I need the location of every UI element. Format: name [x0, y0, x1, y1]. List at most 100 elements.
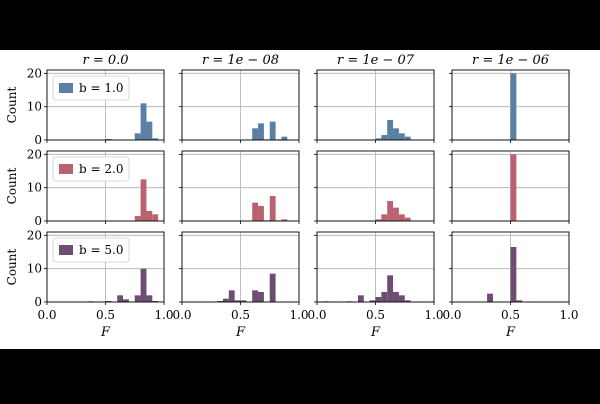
x-tick-label: 0.5 — [366, 308, 385, 322]
x-tick-label: 0.5 — [96, 308, 115, 322]
histogram-bar — [393, 207, 399, 221]
histogram-bar — [393, 292, 399, 302]
histogram-bar — [146, 295, 153, 302]
panel-r2-c0: 0 10 20 0.0 0.5 1.0 Count Fb = 5.0 — [5, 228, 174, 340]
legend-swatch — [59, 245, 73, 255]
panel-r2-c1: 0.0 0.5 1.0 F — [172, 231, 309, 340]
x-tick-label: 0.5 — [231, 308, 250, 322]
y-axis-label: Count — [5, 167, 19, 204]
histogram-bar — [393, 128, 399, 140]
panel-r1-c0: 0 10 20 Count b = 2.0 — [5, 147, 165, 228]
legend-swatch — [59, 164, 73, 174]
y-tick-label: 0 — [34, 295, 42, 309]
histogram-bar — [252, 202, 259, 221]
y-tick-label: 20 — [27, 147, 42, 161]
histogram-bar — [375, 297, 382, 302]
histogram-bar — [152, 214, 159, 221]
histogram-bar — [258, 123, 264, 140]
histogram-bar — [140, 179, 147, 221]
histogram-bar — [105, 301, 112, 302]
y-tick-label: 10 — [27, 100, 42, 114]
histogram-bar — [381, 135, 388, 140]
histogram-bar — [404, 300, 411, 302]
x-axis-label: F — [505, 325, 516, 340]
y-axis-label: Count — [5, 86, 19, 123]
histogram-bar — [381, 214, 388, 221]
x-tick-label: 1.0 — [154, 308, 173, 322]
histogram-bar — [228, 290, 235, 302]
histogram-bar — [269, 121, 276, 140]
histogram-bar — [375, 219, 382, 221]
histogram-bar — [404, 136, 411, 140]
legend-box — [52, 75, 130, 101]
histogram-bar — [510, 247, 517, 302]
histogram-bar — [146, 121, 153, 140]
histogram-bar — [404, 217, 411, 221]
histogram-bar — [105, 139, 112, 140]
histogram-bar — [387, 275, 394, 302]
y-axis-label: Count — [5, 248, 19, 285]
column-title: r = 0.0 — [82, 53, 128, 68]
histogram-bar — [269, 273, 276, 302]
x-tick-label: 0.5 — [501, 308, 520, 322]
histogram-bar — [117, 295, 124, 302]
histogram-bar — [387, 120, 394, 140]
histogram-bar — [387, 201, 394, 221]
y-tick-label: 0 — [34, 214, 42, 228]
histogram-bar — [375, 138, 382, 140]
histogram-bar — [234, 300, 241, 302]
x-axis-label: F — [235, 325, 246, 340]
histogram-bar — [134, 295, 141, 302]
column-title: r = 1e − 08 — [202, 53, 279, 68]
legend-box — [52, 156, 130, 182]
histogram-bar — [369, 300, 376, 302]
histogram-bar — [134, 216, 141, 221]
legend-label: b = 5.0 — [79, 243, 123, 257]
histogram-bar — [398, 133, 405, 140]
histogram-bar — [146, 211, 153, 221]
histogram-bar — [516, 300, 523, 302]
histogram-bar — [140, 103, 147, 140]
legend-label: b = 2.0 — [79, 162, 123, 176]
histogram-bar — [222, 298, 229, 302]
legend-swatch — [59, 83, 73, 93]
x-tick-label: 0.0 — [442, 308, 461, 322]
histogram-bar — [152, 138, 159, 140]
y-tick-label: 10 — [27, 181, 42, 195]
histogram-bar — [281, 136, 288, 140]
histogram-bar — [281, 219, 288, 221]
histogram-bar — [217, 301, 223, 302]
histogram-bar — [269, 196, 276, 221]
panel-r0-c3: r = 1e − 06 — [449, 53, 570, 143]
y-tick-label: 0 — [34, 133, 42, 147]
histogram-bar — [240, 300, 247, 302]
column-title: r = 1e − 06 — [472, 53, 549, 68]
histogram-bar — [381, 292, 388, 302]
y-tick-label: 10 — [27, 262, 42, 276]
panel-r2-c3: 0.0 0.5 1.0 F — [442, 231, 579, 340]
histogram-bar — [152, 301, 159, 302]
histogram-bar — [134, 133, 141, 140]
legend-label: b = 1.0 — [79, 81, 123, 95]
x-tick-label: 0.0 — [307, 308, 326, 322]
legend: b = 2.0 — [52, 156, 130, 182]
histogram-bar — [140, 268, 147, 302]
y-tick-label: 20 — [27, 228, 42, 242]
x-tick-label: 1.0 — [424, 308, 443, 322]
panel-r1-c1 — [179, 150, 300, 224]
histogram-bar — [398, 295, 405, 302]
panel-r1-c2 — [314, 150, 435, 224]
histogram-bar — [487, 293, 493, 302]
panel-r1-c3 — [449, 150, 570, 224]
legend: b = 1.0 — [52, 75, 130, 101]
histogram-bar — [252, 290, 259, 302]
histogram-bar — [510, 73, 517, 140]
x-tick-label: 0.0 — [37, 308, 56, 322]
histogram-bar — [258, 292, 264, 302]
panel-r0-c1: r = 1e − 08 — [179, 53, 300, 143]
panel-r0-c0: 0 10 20 Count r = 0.0 b = 1.0 — [5, 53, 165, 147]
x-axis-label: F — [100, 325, 111, 340]
x-tick-label: 1.0 — [289, 308, 308, 322]
